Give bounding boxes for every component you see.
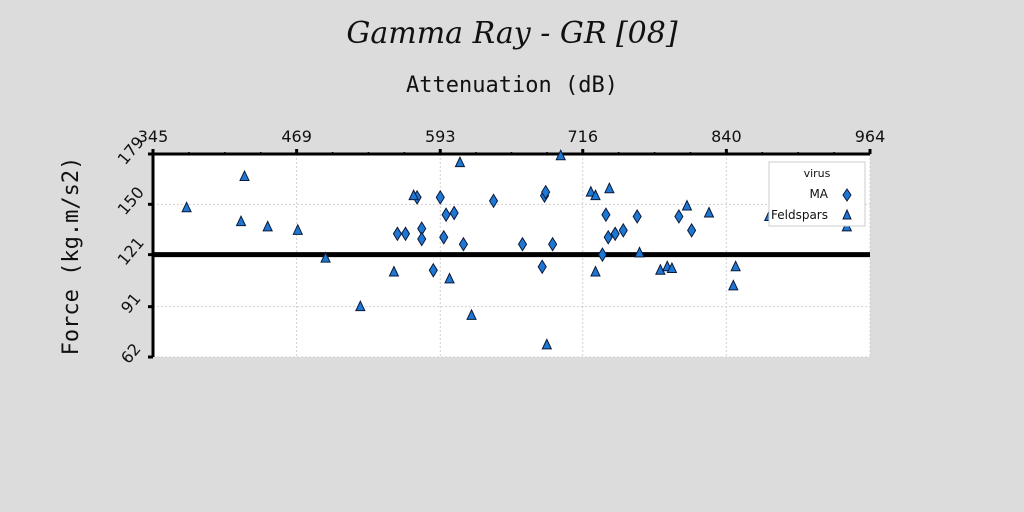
feldspars-point [585,185,597,197]
feldspars-point [681,199,693,211]
legend-entry-feldspars: Feldspars [771,208,828,222]
y-axis-label: Force (kg.m/s2) [59,157,84,356]
ma-point [618,222,628,238]
feldspars-point [655,263,666,275]
legend-diamond-icon [842,188,852,202]
legend-title: virus [804,167,831,180]
ma-point [458,236,469,252]
x-tick-label: 593 [425,127,456,146]
data-points [181,149,853,350]
legend-triangle-icon [842,208,852,220]
ma-point [541,184,551,200]
ma-point [400,226,411,242]
ma-point [441,207,451,223]
x-tick-label: 469 [281,127,312,146]
x-axis-label: Attenuation (dB) [406,73,618,98]
feldspars-point [444,272,455,284]
ma-point [632,209,642,224]
feldspars-point [634,246,645,258]
feldspars-point [292,223,304,235]
ma-point [597,247,608,263]
x-tick-label: 840 [711,127,742,146]
ma-point [537,259,547,275]
chart-title: Gamma Ray - GR [08] [346,16,677,51]
feldspars-point [408,188,419,201]
x-tick-label: 964 [855,127,886,146]
feldspars-point [454,156,466,168]
y-tick-label: 62 [117,340,145,368]
feldspars-point [181,201,192,213]
y-tick-label: 121 [114,233,148,269]
feldspars-point [703,206,715,218]
ma-point [687,222,697,238]
feldspars-point [730,260,741,272]
ma-point [439,229,449,245]
feldspars-point [355,300,366,312]
feldspars-point [555,149,567,161]
ma-point [435,189,445,205]
feldspars-point [262,220,273,232]
ma-point [449,205,459,221]
y-tick-label: 150 [114,183,148,219]
feldspars-point [604,182,615,194]
legend: virus MA Feldspars [768,161,866,227]
ma-point [417,231,427,247]
feldspars-point [590,188,601,201]
feldspars-point [541,338,553,350]
x-tick-label: 716 [567,127,598,146]
feldspars-point [235,214,247,227]
feldspars-point [728,279,739,291]
ma-point [603,229,613,245]
ma-point [548,236,558,252]
ma-point [674,209,684,224]
ma-point [610,226,620,242]
legend-entry-ma: MA [809,187,828,201]
y-tick-label: 91 [117,289,145,317]
ma-point [601,207,611,223]
ma-point [517,236,528,252]
ma-point [392,226,402,242]
feldspars-point [466,308,477,320]
feldspars-point [239,169,250,182]
feldspars-point [388,265,400,277]
ma-point [428,262,438,278]
ma-point [488,193,499,209]
feldspars-point [666,261,678,274]
feldspars-point [320,251,331,263]
feldspars-point [590,265,601,277]
x-tick-label: 345 [138,127,169,146]
